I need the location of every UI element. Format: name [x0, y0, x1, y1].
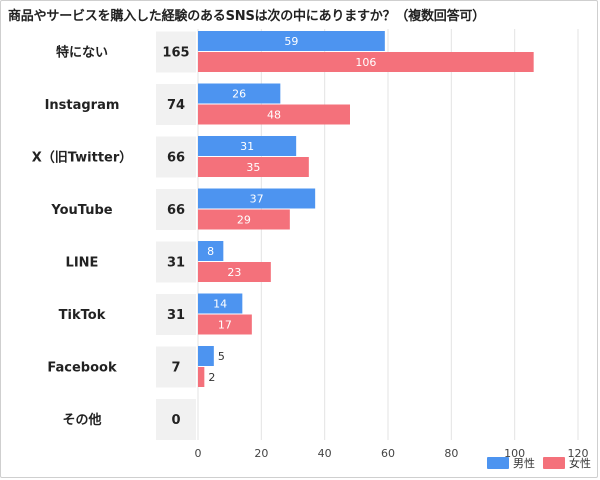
category-labels: 特にない Instagram X（旧Twitter） YouTube LINE TikTo… [32, 45, 133, 429]
category-label: LINE [66, 256, 99, 271]
category-label: X（旧Twitter） [32, 150, 133, 166]
total-column: 165 74 66 66 31 31 7 0 [156, 31, 196, 440]
bar-value-label: 23 [227, 266, 241, 279]
x-tick-label: 0 [195, 447, 202, 460]
legend: 男性 女性 [487, 456, 591, 470]
chart-title: 商品やサービスを購入した経験のあるSNSは次の中にありますか？（複数回答可） [8, 9, 486, 24]
total-label: 66 [167, 203, 185, 218]
x-tick-label: 60 [381, 447, 395, 460]
category-label: 特にない [56, 45, 108, 61]
bar-value-label: 59 [284, 35, 298, 48]
total-box [156, 136, 196, 178]
category-label: YouTube [50, 203, 112, 218]
bar [198, 209, 290, 230]
x-tick-label: 120 [568, 447, 589, 460]
category-label: Instagram [45, 98, 120, 113]
bar-value-label: 17 [218, 319, 232, 332]
total-label: 7 [171, 361, 180, 376]
total-label: 31 [167, 256, 185, 271]
total-label: 165 [162, 46, 189, 61]
legend-swatch [543, 457, 565, 469]
bar [198, 262, 271, 282]
total-label: 0 [171, 413, 180, 428]
bar [198, 314, 252, 335]
x-tick-label: 20 [254, 447, 268, 460]
bar-value-label: 2 [208, 371, 215, 384]
bar [198, 83, 281, 104]
bar-value-label: 37 [250, 193, 264, 206]
bar [198, 31, 385, 51]
bar [198, 346, 214, 366]
bar [198, 293, 243, 314]
bar-value-label: 8 [207, 245, 214, 258]
total-box [156, 294, 196, 335]
x-tick-label: 80 [444, 447, 458, 460]
x-tick-label: 40 [318, 447, 332, 460]
total-box [156, 346, 196, 388]
legend-label: 女性 [569, 456, 591, 470]
category-label: その他 [62, 412, 101, 428]
category-label: Facebook [47, 361, 117, 376]
total-label: 74 [167, 98, 185, 113]
total-box [156, 31, 196, 73]
legend-label: 男性 [513, 456, 535, 470]
x-axis-ticks: 0 20 40 60 80 100 120 [195, 447, 589, 460]
bar-value-label: 31 [240, 140, 254, 153]
bar-value-label: 26 [232, 88, 246, 101]
bar [198, 104, 350, 125]
bar [198, 241, 224, 261]
bar [198, 367, 205, 387]
total-box [156, 241, 196, 283]
total-box [156, 84, 196, 125]
bar-value-label: 14 [213, 298, 227, 311]
bar-value-label: 106 [355, 56, 376, 69]
bar [198, 52, 534, 72]
bar [198, 157, 309, 177]
total-label: 31 [167, 308, 185, 323]
category-label: TikTok [59, 308, 106, 323]
total-label: 66 [167, 151, 185, 166]
bar [198, 136, 297, 156]
bar-value-label: 35 [246, 161, 260, 174]
x-tick-label: 100 [504, 447, 525, 460]
total-box [156, 399, 196, 440]
bar-value-label: 29 [237, 214, 251, 227]
total-box [156, 189, 196, 230]
bar-value-label: 48 [267, 109, 281, 122]
bar-value-label: 5 [218, 350, 225, 363]
bars: 59 106 26 48 31 35 37 29 8 23 14 17 52 [198, 31, 534, 387]
legend-swatch [487, 457, 509, 469]
bar [198, 188, 316, 209]
